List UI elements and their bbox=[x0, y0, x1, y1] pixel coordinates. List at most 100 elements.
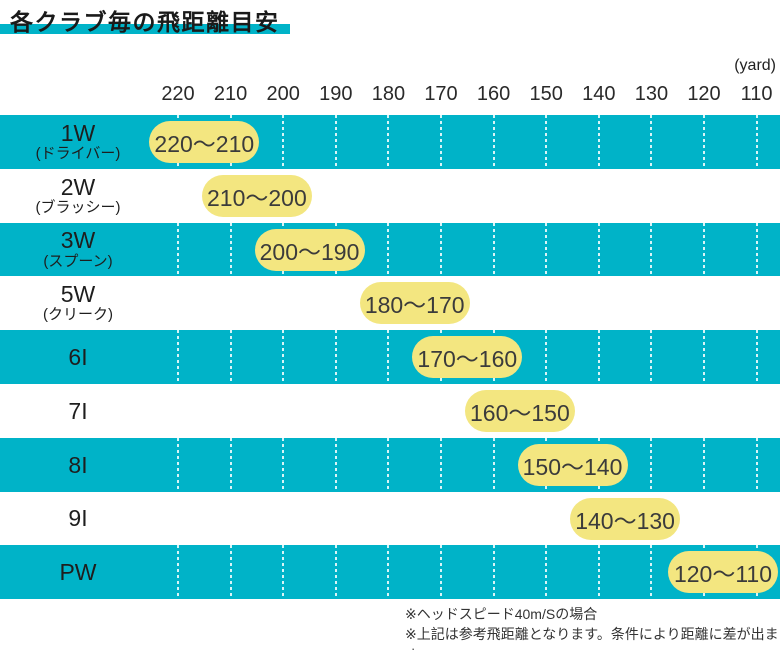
gridline bbox=[492, 545, 495, 600]
gridline bbox=[755, 437, 758, 492]
title-highlight-bar bbox=[0, 24, 290, 34]
gridline bbox=[703, 222, 705, 277]
x-tick-140: 140 bbox=[582, 83, 616, 105]
club-row-pw: PW 120〜110 bbox=[0, 545, 780, 600]
gridline bbox=[650, 222, 653, 277]
club-row-7i: 7I 160〜150 bbox=[0, 384, 780, 438]
gridline bbox=[597, 545, 600, 600]
gridline bbox=[597, 222, 600, 277]
x-tick-150: 150 bbox=[529, 83, 563, 105]
distance-range-pill: 140〜130 bbox=[570, 497, 681, 540]
distance-range-pill: 200〜190 bbox=[254, 228, 365, 271]
x-tick-220: 220 bbox=[161, 83, 195, 105]
x-tick-160: 160 bbox=[476, 83, 511, 105]
club-row-1w: 1W (ドライバー) 220〜210 bbox=[0, 115, 780, 169]
distance-range-pill: 170〜160 bbox=[412, 336, 523, 379]
x-tick-120: 120 bbox=[687, 83, 721, 105]
gridline bbox=[492, 222, 495, 277]
club-row-5w: 5W (クリーク) 180〜170 bbox=[0, 276, 780, 330]
club-name: 7I bbox=[68, 397, 88, 424]
gridline bbox=[597, 115, 600, 169]
gridline bbox=[703, 330, 705, 384]
x-tick-210: 210 bbox=[213, 83, 248, 105]
club-name: 2W bbox=[60, 173, 96, 200]
distance-range-pill: 160〜150 bbox=[464, 390, 575, 432]
gridline bbox=[229, 222, 232, 277]
gridline bbox=[755, 330, 758, 384]
gridline bbox=[492, 115, 495, 169]
gridline bbox=[755, 222, 758, 277]
gridline bbox=[650, 437, 653, 492]
gridline bbox=[334, 437, 337, 492]
club-label: 2W (ブラッシー) bbox=[0, 169, 156, 223]
gridline bbox=[545, 330, 548, 384]
gridline bbox=[334, 545, 337, 600]
gridline bbox=[177, 437, 179, 492]
club-name: 5W bbox=[60, 281, 96, 308]
club-row-2w: 2W (ブラッシー) 210〜200 bbox=[0, 169, 780, 223]
x-tick-110: 110 bbox=[740, 83, 773, 105]
gridline bbox=[387, 330, 390, 384]
unit-label: (yard) bbox=[734, 57, 776, 74]
x-tick-170: 170 bbox=[424, 83, 458, 105]
gridline bbox=[755, 115, 758, 169]
gridline bbox=[177, 222, 179, 277]
gridline bbox=[545, 545, 548, 600]
gridline bbox=[440, 545, 442, 600]
gridline bbox=[229, 330, 232, 384]
gridline bbox=[545, 115, 548, 169]
gridline bbox=[229, 437, 232, 492]
gridline bbox=[440, 115, 442, 169]
club-name: 6I bbox=[68, 344, 88, 371]
gridline bbox=[440, 437, 442, 492]
club-name-japanese: (ドライバー) bbox=[35, 144, 121, 162]
gridline bbox=[440, 222, 442, 277]
club-label: PW bbox=[0, 545, 156, 599]
club-label: 6I bbox=[0, 330, 156, 384]
x-tick-200: 200 bbox=[266, 83, 300, 105]
gridline bbox=[334, 330, 337, 384]
gridline bbox=[229, 545, 232, 600]
gridline bbox=[282, 545, 285, 600]
club-name: 3W bbox=[60, 227, 96, 254]
distance-range-pill: 120〜110 bbox=[668, 551, 778, 594]
club-label: 3W (スプーン) bbox=[0, 223, 156, 277]
footnote-headspeed: ※ヘッドスピード40m/Sの場合 bbox=[405, 606, 598, 622]
club-name-japanese: (クリーク) bbox=[43, 306, 113, 324]
club-label: 5W (クリーク) bbox=[0, 276, 156, 330]
gridline bbox=[492, 437, 495, 492]
gridline bbox=[177, 545, 179, 600]
club-name: 1W bbox=[60, 119, 96, 146]
gridline bbox=[177, 330, 179, 384]
gridline bbox=[597, 330, 600, 384]
gridline bbox=[650, 115, 653, 169]
gridline bbox=[282, 437, 285, 492]
club-row-8i: 8I 150〜140 bbox=[0, 437, 780, 492]
club-name-japanese: (ブラッシー) bbox=[35, 198, 121, 216]
gridline bbox=[650, 330, 653, 384]
club-row-3w: 3W (スプーン) 200〜190 bbox=[0, 222, 780, 277]
club-label: 8I bbox=[0, 438, 156, 492]
club-name: 9I bbox=[68, 505, 88, 532]
club-label: 7I bbox=[0, 384, 156, 438]
gridline bbox=[703, 437, 705, 492]
distance-range-pill: 180〜170 bbox=[359, 282, 470, 325]
gridline bbox=[650, 545, 653, 600]
club-row-9i: 9I 140〜130 bbox=[0, 492, 780, 546]
x-tick-180: 180 bbox=[371, 83, 406, 105]
club-name: 8I bbox=[68, 451, 88, 478]
gridline bbox=[545, 222, 548, 277]
gridline bbox=[282, 330, 285, 384]
footnote-disclaimer: ※上記は参考飛距離となります。条件により距離に差が出ます。 bbox=[405, 626, 779, 650]
x-tick-190: 190 bbox=[319, 83, 353, 105]
distance-range-pill: 210〜200 bbox=[201, 174, 312, 217]
gridline bbox=[387, 545, 390, 600]
gridline bbox=[387, 222, 390, 277]
footnotes: ※ヘッドスピード40m/Sの場合 ※上記は参考飛距離となります。条件により距離に… bbox=[405, 604, 780, 650]
club-label: 1W (ドライバー) bbox=[0, 115, 156, 169]
club-row-6i: 6I 170〜160 bbox=[0, 330, 780, 384]
club-label: 9I bbox=[0, 492, 156, 546]
